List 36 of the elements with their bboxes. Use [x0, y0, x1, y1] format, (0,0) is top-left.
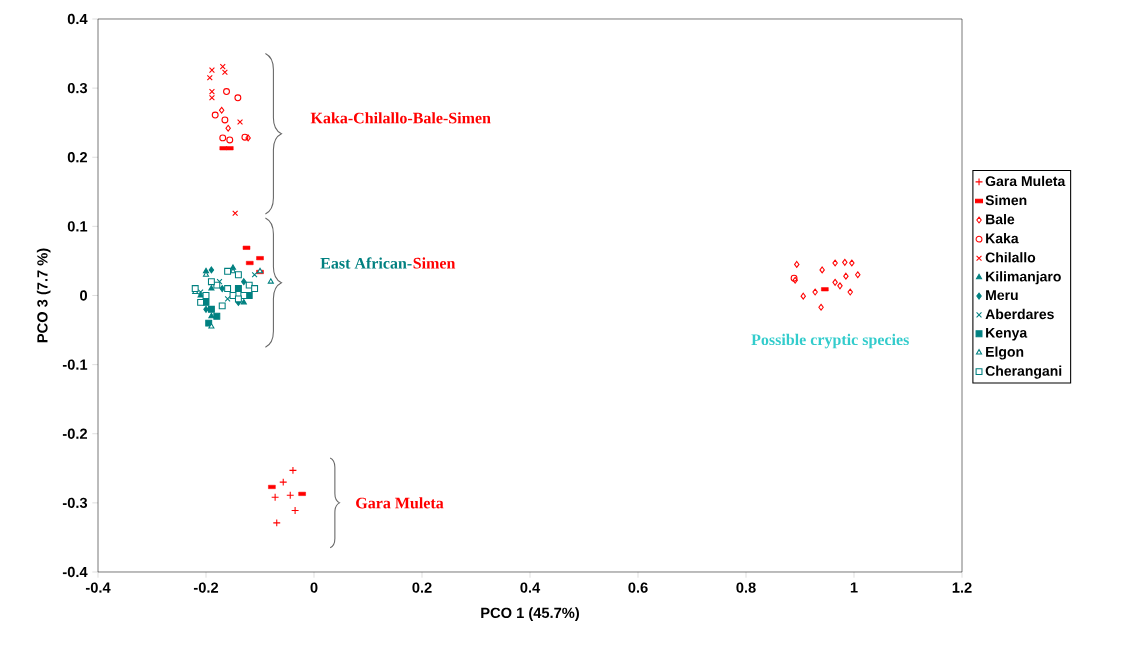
- legend-label: Chilallo: [985, 252, 1036, 263]
- y-tick-label: 0.3: [67, 82, 88, 94]
- x-tick-label: 0: [310, 582, 318, 593]
- annotation: Kaka-Chilallo-Bale-Simen: [310, 112, 491, 124]
- legend-label: Meru: [986, 290, 1018, 301]
- legend-label: Kenya: [986, 327, 1028, 341]
- x-tick-label: 0.4: [520, 582, 541, 593]
- legend-label: Gara Muleta: [985, 175, 1066, 187]
- annotation: East African-: [320, 257, 412, 269]
- legend-label: Kilimanjaro: [986, 271, 1061, 285]
- y-tick-label: -0.4: [62, 566, 88, 578]
- y-tick-label: -0.2: [62, 428, 88, 439]
- annotation: Simen: [413, 257, 456, 269]
- annotation: Gara Muleta: [356, 497, 444, 509]
- y-axis-title: PCO 3 (7.7 %): [36, 248, 51, 343]
- y-tick-label: -0.3: [62, 497, 88, 509]
- y-tick-label: 0.2: [67, 152, 88, 163]
- x-tick-label: 0.6: [628, 582, 648, 593]
- x-tick-label: 1.2: [952, 582, 972, 593]
- legend-label: Bale: [986, 213, 1015, 225]
- legend-label: Aberdares: [985, 308, 1054, 320]
- x-tick-label: -0.4: [85, 582, 111, 593]
- x-tick-label: 0.8: [736, 582, 756, 593]
- x-tick-label: -0.2: [193, 582, 219, 593]
- y-tick-label: -0.1: [62, 359, 88, 370]
- legend-label: Simen: [985, 194, 1027, 206]
- legend-label: Elgon: [986, 346, 1024, 360]
- legend-label: Cherangani: [985, 365, 1062, 379]
- x-tick-label: 1: [850, 582, 858, 593]
- x-tick-label: 0.2: [412, 582, 432, 593]
- annotation: Possible cryptic species: [751, 333, 909, 349]
- legend-label: Kaka: [986, 233, 1019, 244]
- y-tick-label: 0.4: [67, 13, 88, 25]
- y-tick-label: 0: [80, 290, 87, 301]
- x-axis-title: PCO 1 (45.7%): [481, 607, 579, 621]
- y-tick-label: 0.1: [67, 221, 88, 232]
